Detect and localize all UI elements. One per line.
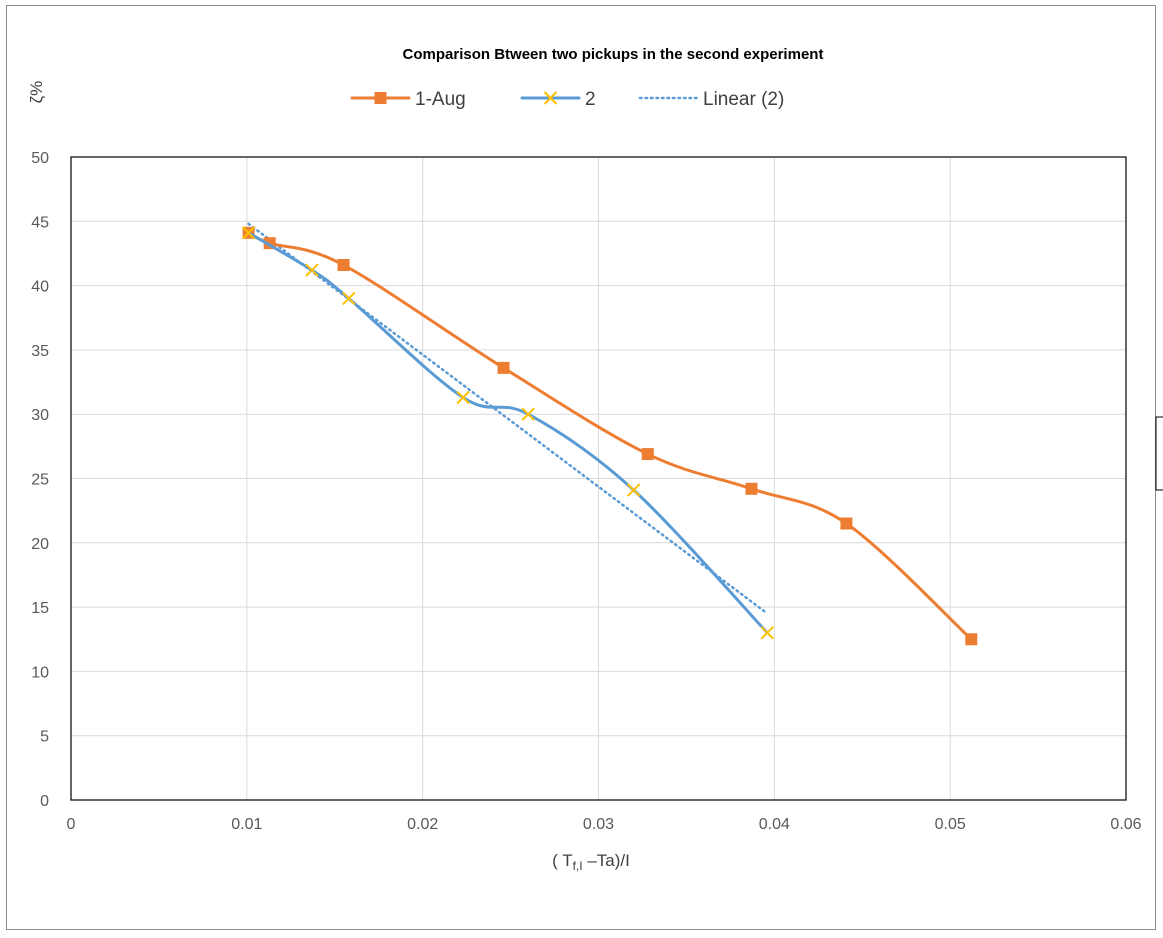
data-point [521,407,535,421]
x-axis-label-open: ( T [552,851,572,870]
edge-bracket [1155,416,1163,491]
data-point [641,448,654,461]
y-tick-label: 20 [31,536,49,553]
gridlines [71,157,1126,800]
legend-label: Linear (2) [703,89,784,110]
legend: 1-Aug 2 Linear (2) [350,89,784,110]
legend-item: 1-Aug [350,89,466,110]
legend-label: 1-Aug [415,89,466,110]
x-axis-ticks: 0 0.01 0.02 0.03 0.04 0.05 0.06 [67,816,1142,833]
data-point [456,390,470,405]
legend-item: 2 [520,89,596,110]
x-axis-label-subscript: f,I [573,859,583,873]
series-line [247,231,769,635]
y-tick-label: 5 [40,729,49,746]
y-axis-label: ζ% [27,81,46,104]
data-point [840,517,853,530]
data-point [337,259,350,272]
legend-marker [374,92,387,104]
x-tick-label: 0.04 [759,816,790,833]
legend-label: 2 [585,89,596,110]
data-point [965,633,978,646]
y-tick-label: 15 [31,600,49,617]
series-layer [241,222,978,646]
series-1-aug [242,226,978,646]
x-tick-label: 0.01 [231,816,262,833]
data-point [497,361,510,374]
y-tick-label: 50 [31,150,49,167]
series-linear-2- [247,222,769,615]
series-line [247,222,769,615]
x-axis-label-rest: –Ta)/I [583,851,630,870]
chart-frame [6,5,1156,930]
data-point [241,226,256,240]
y-tick-label: 30 [31,407,49,424]
legend-item: Linear (2) [638,89,784,110]
y-tick-label: 45 [31,214,49,231]
data-point [305,263,319,277]
legend-marker [543,91,558,105]
data-point [745,482,758,495]
y-tick-label: 35 [31,343,49,360]
series-line [247,231,973,641]
x-tick-label: 0.03 [583,816,614,833]
x-tick-label: 0.06 [1110,816,1141,833]
x-tick-label: 0.05 [935,816,966,833]
x-tick-label: 0.02 [407,816,438,833]
plot-area-border [70,156,1127,801]
y-tick-label: 25 [31,472,49,489]
y-axis-ticks: 0 5 10 15 20 25 30 35 40 45 50 [31,150,49,810]
y-tick-label: 0 [40,793,49,810]
x-axis-label: ( Tf,I –Ta)/I [552,851,630,873]
data-point [626,483,641,497]
chart-title: Comparison Btween two pickups in the sec… [403,46,824,63]
y-tick-label: 10 [31,664,49,681]
series-2 [241,226,775,640]
data-point [342,291,356,306]
x-tick-label: 0 [67,816,76,833]
y-tick-label: 40 [31,279,49,296]
data-point [760,626,775,640]
